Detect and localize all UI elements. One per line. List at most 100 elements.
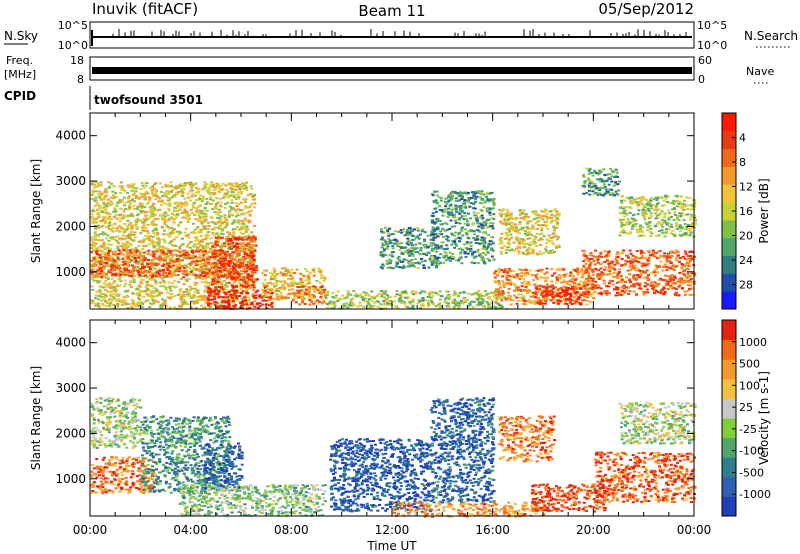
power-cell xyxy=(227,290,231,293)
power-cell xyxy=(271,291,275,294)
power-cell xyxy=(208,186,212,189)
power-cell xyxy=(170,233,174,236)
power-cell xyxy=(90,236,94,239)
power-cell xyxy=(228,267,232,270)
power-cell xyxy=(224,284,228,287)
power-cell xyxy=(179,293,183,296)
power-cell xyxy=(142,226,146,229)
power-cell xyxy=(199,240,203,242)
power-cell xyxy=(465,232,469,235)
power-cell xyxy=(478,242,481,245)
power-cell xyxy=(210,202,214,205)
power-cell xyxy=(476,238,480,241)
power-cell xyxy=(447,304,451,307)
power-cell xyxy=(104,265,108,268)
power-cell xyxy=(144,234,148,237)
power-cell xyxy=(219,185,223,187)
power-cell xyxy=(188,264,192,267)
power-cell xyxy=(169,275,173,278)
power-cell xyxy=(472,191,476,194)
power-cell xyxy=(467,237,471,240)
power-cell xyxy=(240,244,244,247)
power-cell xyxy=(130,189,134,192)
power-cell xyxy=(106,234,110,237)
power-cell xyxy=(94,250,98,253)
power-cell xyxy=(117,225,121,228)
power-cell xyxy=(480,236,484,239)
power-cell xyxy=(454,191,458,194)
power-cell xyxy=(98,256,102,259)
power-cell xyxy=(220,283,224,286)
power-cell xyxy=(253,202,257,205)
power-cell xyxy=(416,226,420,229)
power-cell xyxy=(163,281,167,284)
power-cell xyxy=(107,269,111,272)
power-cell xyxy=(93,224,97,227)
power-cell xyxy=(176,210,179,213)
power-cell xyxy=(105,237,109,240)
power-cell xyxy=(124,247,128,250)
power-cell xyxy=(194,284,198,287)
power-cell xyxy=(214,223,218,226)
power-cell xyxy=(107,186,111,189)
power-cell xyxy=(203,250,207,253)
power-cell xyxy=(222,286,226,289)
power-cell xyxy=(156,217,160,220)
power-cell xyxy=(451,190,454,193)
power-cell xyxy=(484,253,488,256)
power-cell xyxy=(92,257,96,260)
power-cell xyxy=(220,229,224,232)
power-cell xyxy=(142,224,146,227)
power-cell xyxy=(119,217,123,220)
power-cell xyxy=(464,205,468,208)
power-cell xyxy=(117,214,121,217)
power-cell xyxy=(202,306,206,309)
power-cell xyxy=(472,230,476,233)
power-cell xyxy=(132,266,136,269)
power-cell xyxy=(170,226,173,229)
power-cell xyxy=(170,186,174,189)
power-cell xyxy=(395,243,399,246)
power-cell xyxy=(249,251,253,254)
power-cell xyxy=(288,292,292,295)
power-cell xyxy=(175,264,179,267)
power-cell xyxy=(207,282,211,285)
power-cell xyxy=(225,223,229,226)
power-cell xyxy=(184,271,188,274)
power-cell xyxy=(206,276,210,279)
power-cell xyxy=(217,186,221,189)
power-cell xyxy=(221,260,224,263)
power-cell xyxy=(227,297,231,300)
power-cell xyxy=(423,259,427,262)
power-cell xyxy=(346,290,350,293)
power-cell xyxy=(189,185,193,188)
power-cell xyxy=(130,256,134,259)
power-cell xyxy=(170,196,174,199)
power-cell xyxy=(236,221,240,224)
power-cell xyxy=(391,245,395,248)
power-cell xyxy=(158,197,162,200)
power-cell xyxy=(170,190,174,193)
power-cell xyxy=(194,194,198,197)
power-cell xyxy=(116,217,120,220)
power-cell xyxy=(189,262,193,265)
power-cell xyxy=(338,297,342,300)
power-cell xyxy=(297,286,301,289)
power-cell xyxy=(237,237,241,240)
power-cell xyxy=(483,247,487,250)
power-cell xyxy=(550,274,554,277)
power-cell xyxy=(98,245,102,248)
power-cell xyxy=(468,304,472,306)
power-cell xyxy=(122,300,126,303)
power-cell xyxy=(116,235,120,238)
power-cell xyxy=(140,301,144,304)
power-cell xyxy=(185,234,189,237)
power-cell xyxy=(218,187,222,190)
power-cell xyxy=(447,212,451,215)
power-cell xyxy=(301,285,304,288)
power-cell xyxy=(300,297,304,300)
power-cell xyxy=(221,296,225,299)
power-cell xyxy=(159,253,163,256)
power-cell xyxy=(123,189,127,192)
power-cell xyxy=(221,255,225,258)
